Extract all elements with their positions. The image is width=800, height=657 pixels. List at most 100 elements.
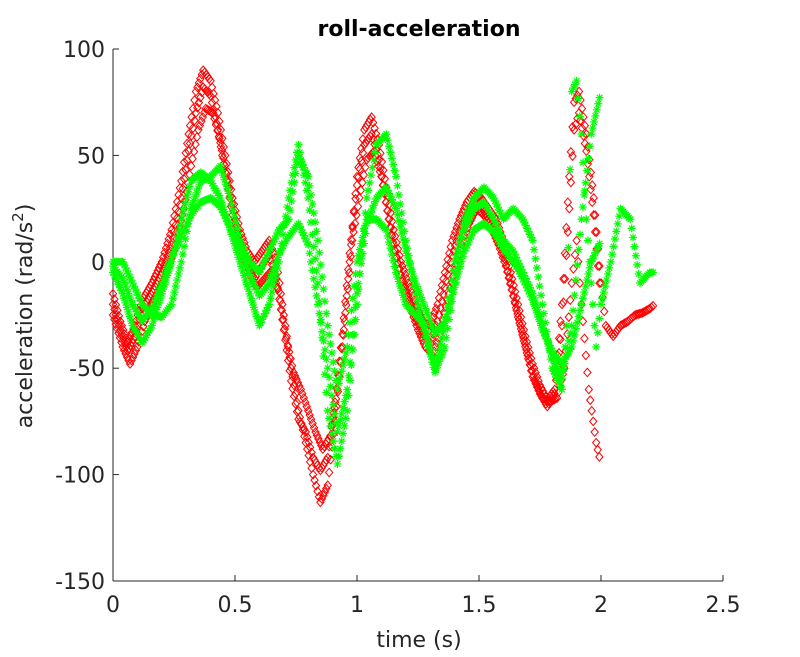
- data-point-diamond: [320, 487, 330, 498]
- data-point-asterisk: [173, 241, 182, 250]
- data-point-diamond: [574, 86, 584, 97]
- data-point-asterisk: [387, 195, 396, 204]
- data-point-asterisk: [422, 308, 431, 317]
- data-point-diamond: [300, 424, 309, 435]
- data-point-asterisk: [591, 248, 600, 257]
- data-point-asterisk: [594, 242, 603, 251]
- data-point-diamond: [177, 175, 186, 186]
- data-point-asterisk: [313, 279, 322, 288]
- data-point-asterisk: [633, 260, 642, 269]
- data-point-asterisk: [467, 200, 476, 209]
- data-point-diamond: [311, 480, 321, 491]
- data-point-asterisk: [315, 248, 324, 257]
- data-point-asterisk: [531, 254, 540, 263]
- data-point-asterisk: [170, 247, 179, 256]
- data-point-diamond: [526, 360, 535, 371]
- data-point-diamond: [554, 333, 564, 344]
- data-point-diamond: [581, 350, 591, 361]
- data-point-asterisk: [566, 329, 575, 338]
- data-point-asterisk: [297, 225, 306, 234]
- data-point-asterisk: [436, 339, 445, 348]
- data-point-asterisk: [318, 327, 327, 336]
- data-point-diamond: [530, 375, 540, 386]
- data-point-asterisk: [387, 250, 396, 259]
- data-point-asterisk: [339, 429, 348, 438]
- data-point-asterisk: [122, 285, 131, 294]
- data-point-asterisk: [120, 278, 129, 287]
- data-point-asterisk: [538, 325, 547, 334]
- data-point-diamond: [296, 384, 306, 395]
- data-point-asterisk: [220, 211, 229, 220]
- data-point-asterisk: [329, 358, 338, 367]
- data-point-asterisk: [313, 236, 322, 245]
- data-point-diamond: [118, 341, 128, 352]
- data-point-diamond: [580, 333, 589, 344]
- data-point-diamond: [582, 146, 591, 157]
- data-point-asterisk: [260, 256, 269, 265]
- data-point-asterisk: [496, 230, 505, 239]
- data-point-diamond: [279, 314, 288, 325]
- data-point-diamond: [376, 163, 385, 174]
- data-point-asterisk: [188, 200, 197, 209]
- data-point-asterisk: [357, 259, 366, 268]
- data-point-asterisk: [242, 263, 251, 272]
- data-point-asterisk: [357, 254, 366, 263]
- data-point-asterisk: [422, 327, 431, 336]
- data-point-asterisk: [440, 321, 449, 330]
- data-point-asterisk: [364, 186, 373, 195]
- data-point-asterisk: [386, 244, 395, 253]
- data-point-asterisk: [400, 241, 409, 250]
- data-point-asterisk: [255, 321, 264, 330]
- data-point-asterisk: [401, 247, 410, 256]
- data-point-asterisk: [520, 218, 529, 227]
- data-point-asterisk: [450, 283, 459, 292]
- data-point-asterisk: [518, 215, 527, 224]
- data-point-diamond: [308, 418, 317, 429]
- data-point-asterisk: [230, 232, 239, 241]
- data-point-diamond: [358, 177, 367, 188]
- data-point-asterisk: [240, 255, 249, 264]
- data-point-asterisk: [143, 328, 152, 337]
- data-point-asterisk: [534, 313, 543, 322]
- data-point-asterisk: [233, 238, 242, 247]
- data-point-diamond: [305, 442, 315, 453]
- data-point-asterisk: [528, 236, 537, 245]
- data-point-asterisk: [228, 229, 237, 238]
- data-point-asterisk: [224, 189, 233, 198]
- data-point-diamond: [283, 355, 293, 366]
- data-point-asterisk: [244, 254, 253, 263]
- data-point-asterisk: [421, 321, 430, 330]
- data-point-asterisk: [532, 263, 541, 272]
- data-point-asterisk: [170, 288, 179, 297]
- data-point-asterisk: [327, 429, 336, 438]
- data-point-asterisk: [306, 257, 315, 266]
- data-point-diamond: [349, 227, 358, 237]
- y-tick-label: 50: [77, 144, 105, 169]
- data-point-asterisk: [182, 227, 191, 236]
- data-point-asterisk: [465, 203, 474, 212]
- data-point-asterisk: [142, 331, 151, 340]
- data-point-asterisk: [516, 269, 525, 278]
- data-point-asterisk: [237, 248, 246, 257]
- data-point-diamond: [175, 182, 185, 193]
- data-point-asterisk: [177, 232, 186, 241]
- data-point-asterisk: [520, 271, 529, 280]
- data-point-asterisk: [323, 406, 332, 415]
- data-point-asterisk: [468, 197, 477, 205]
- data-point-diamond: [387, 229, 396, 240]
- data-point-asterisk: [542, 335, 551, 344]
- data-point-asterisk: [595, 93, 604, 102]
- data-point-asterisk: [231, 235, 240, 244]
- chart-title: roll-acceleration: [317, 17, 520, 42]
- data-point-asterisk: [319, 336, 328, 345]
- data-point-asterisk: [128, 300, 137, 309]
- data-point-asterisk: [180, 204, 189, 213]
- data-point-diamond: [595, 451, 604, 462]
- data-point-asterisk: [231, 218, 240, 227]
- data-point-diamond: [588, 416, 598, 427]
- data-point-asterisk: [128, 321, 137, 330]
- data-point-asterisk: [146, 324, 155, 333]
- data-point-diamond: [108, 299, 118, 310]
- data-point-diamond: [351, 193, 360, 204]
- data-point-asterisk: [386, 148, 395, 157]
